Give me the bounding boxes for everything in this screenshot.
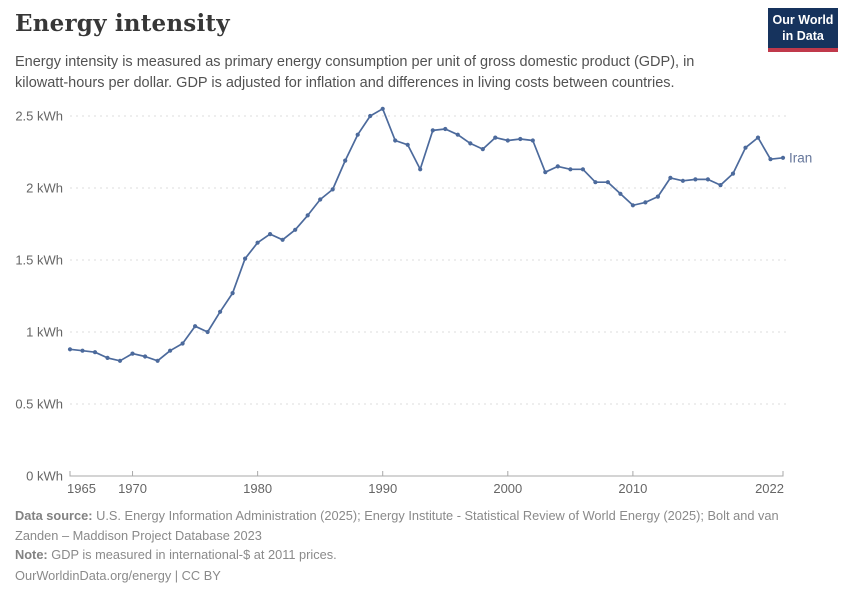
x-tick-label: 1965 [67, 481, 96, 496]
data-point[interactable] [543, 170, 548, 175]
data-point[interactable] [443, 126, 448, 132]
data-point[interactable] [780, 155, 786, 160]
data-point[interactable] [268, 232, 273, 237]
data-point[interactable] [168, 348, 173, 353]
data-point[interactable] [755, 135, 761, 140]
data-point[interactable] [243, 256, 248, 261]
data-point[interactable] [255, 240, 260, 245]
y-tick-label: 1.5 kWh [15, 253, 63, 268]
data-point[interactable] [143, 354, 148, 359]
data-point[interactable] [218, 309, 223, 314]
y-tick-label: 0.5 kWh [15, 397, 63, 412]
entity-label[interactable]: Iran [789, 150, 812, 165]
footer-data-source: Data source: U.S. Energy Information Adm… [15, 506, 785, 547]
data-point[interactable] [468, 141, 473, 146]
x-tick-label: 2022 [755, 481, 784, 496]
footer-note: Note: GDP is measured in international-$… [15, 545, 785, 565]
data-point[interactable] [293, 227, 298, 232]
data-point[interactable] [67, 347, 73, 352]
note-text: GDP is measured in international-$ at 20… [47, 547, 337, 562]
data-point[interactable] [343, 158, 348, 163]
owid-logo[interactable]: Our World in Data [768, 8, 838, 53]
owid-logo-text-line2: in Data [782, 28, 824, 43]
data-point[interactable] [605, 180, 611, 185]
data-point[interactable] [643, 200, 648, 205]
note-label: Note: [15, 547, 48, 562]
data-point[interactable] [480, 147, 485, 152]
y-tick-label: 0 kWh [26, 469, 63, 484]
data-point[interactable] [768, 157, 773, 162]
data-point[interactable] [155, 358, 160, 363]
data-point[interactable] [530, 138, 535, 143]
x-tick-label: 1970 [118, 481, 147, 496]
y-tick-label: 1 kWh [26, 325, 63, 340]
y-tick-label: 2 kWh [26, 181, 63, 196]
data-point[interactable] [655, 194, 661, 199]
data-point[interactable] [280, 237, 285, 242]
data-point[interactable] [743, 145, 748, 150]
data-point[interactable] [568, 167, 573, 172]
data-source-text: U.S. Energy Information Administration (… [15, 508, 779, 544]
data-point[interactable] [618, 191, 623, 196]
x-axis-line [69, 471, 784, 477]
data-point[interactable] [493, 135, 498, 140]
data-point[interactable] [205, 329, 210, 335]
data-point[interactable] [380, 106, 385, 111]
data-point[interactable] [630, 203, 636, 208]
chart-subtitle: Energy intensity is measured as primary … [15, 54, 695, 92]
data-point[interactable] [730, 171, 736, 176]
data-point[interactable] [193, 324, 198, 329]
data-point[interactable] [593, 180, 598, 185]
x-tick-label: 1990 [368, 481, 397, 496]
data-point[interactable] [555, 164, 560, 169]
data-point[interactable] [518, 136, 523, 142]
owid-logo-text-line1: Our World [772, 13, 834, 27]
data-point[interactable] [318, 197, 323, 202]
x-tick-label: 1980 [243, 481, 272, 496]
data-point[interactable] [680, 178, 686, 183]
data-point[interactable] [455, 132, 460, 137]
data-line[interactable] [69, 107, 784, 362]
data-point[interactable] [405, 142, 410, 147]
data-point[interactable] [418, 167, 423, 172]
data-point[interactable] [705, 177, 711, 182]
footer-credit-link[interactable]: OurWorldinData.org/energy | CC BY [15, 568, 221, 583]
data-point[interactable] [230, 291, 235, 296]
page-title: Energy intensity [15, 10, 230, 37]
data-point[interactable] [580, 167, 586, 172]
y-tick-label: 2.5 kWh [15, 109, 63, 124]
data-point[interactable] [180, 341, 185, 346]
data-point[interactable] [368, 113, 373, 119]
data-point[interactable] [693, 177, 698, 182]
data-point[interactable] [393, 138, 398, 143]
x-tick-label: 2000 [493, 481, 522, 496]
data-point[interactable] [305, 213, 310, 218]
data-point[interactable] [105, 355, 110, 360]
data-point[interactable] [80, 348, 85, 353]
data-point[interactable] [117, 358, 123, 363]
data-point[interactable] [718, 183, 723, 188]
data-point[interactable] [430, 128, 435, 133]
data-point[interactable] [92, 350, 98, 355]
data-point[interactable] [505, 138, 510, 143]
data-point[interactable] [355, 132, 360, 137]
data-point[interactable] [130, 351, 135, 356]
data-point[interactable] [668, 175, 673, 180]
data-source-label: Data source: [15, 508, 93, 523]
x-tick-label: 2010 [618, 481, 647, 496]
data-point[interactable] [330, 187, 335, 192]
